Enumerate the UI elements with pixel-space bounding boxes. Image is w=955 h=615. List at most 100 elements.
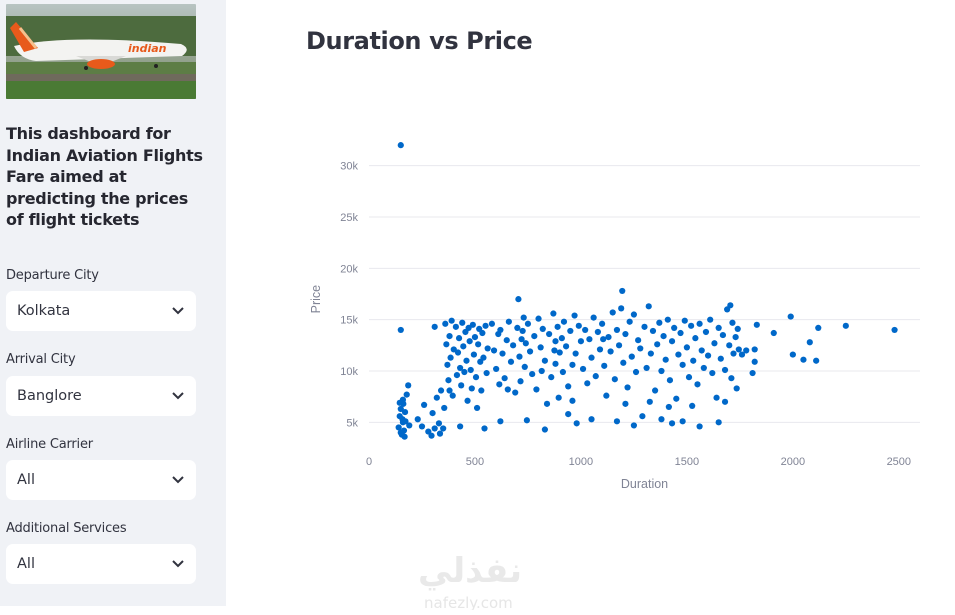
- scatter-point: [459, 319, 466, 326]
- chart-title: Duration vs Price: [306, 27, 533, 55]
- scatter-point: [437, 387, 445, 394]
- scatter-point: [479, 329, 486, 337]
- scatter-point: [694, 381, 701, 388]
- scatter-point: [521, 363, 528, 370]
- scatter-point: [596, 346, 604, 353]
- scatter-point: [516, 353, 523, 360]
- scatter-point: [800, 356, 807, 363]
- scatter-point: [569, 361, 576, 368]
- airline-carrier-select[interactable]: All: [6, 460, 196, 500]
- scatter-point: [611, 376, 618, 383]
- chevron-down-icon: [171, 473, 185, 487]
- x-tick-label: 0: [366, 456, 372, 468]
- scatter-point: [520, 314, 527, 321]
- scatter-point: [639, 413, 646, 420]
- scatter-point: [609, 309, 616, 316]
- arrival-city-value: Banglore: [17, 388, 82, 404]
- scatter-point: [533, 386, 540, 393]
- scatter-point: [548, 374, 555, 381]
- dashboard-description: This dashboard for Indian Aviation Fligh…: [6, 124, 203, 230]
- scatter-point: [815, 324, 822, 331]
- scatter-point: [464, 397, 471, 404]
- scatter-point: [673, 395, 680, 402]
- scatter-point: [556, 349, 563, 356]
- scatter-point: [709, 369, 716, 377]
- svg-text:nafezly.com: nafezly.com: [424, 594, 513, 610]
- scatter-point: [535, 315, 542, 322]
- x-tick-label: 500: [466, 456, 484, 468]
- scatter-point: [429, 409, 436, 417]
- y-tick-label: 15k: [340, 315, 358, 327]
- scatter-point: [600, 336, 607, 343]
- scatter-point: [711, 340, 718, 347]
- arrival-city-select[interactable]: Banglore: [6, 376, 196, 416]
- scatter-point: [622, 330, 629, 338]
- scatter-point: [646, 398, 653, 405]
- scatter-point: [637, 345, 644, 352]
- scatter-point: [414, 416, 421, 423]
- duration-price-scatter-chart: 5k 10k 15k 20k 25k 30k 0 500 1000 1500 2000 2500 Dur…: [309, 142, 920, 491]
- scatter-point: [522, 340, 529, 347]
- airline-carrier-label: Airline Carrier: [6, 437, 93, 452]
- scatter-point: [751, 358, 758, 365]
- scatter-point: [449, 392, 456, 399]
- scatter-point: [519, 327, 526, 335]
- chevron-down-icon: [171, 304, 185, 318]
- scatter-point: [484, 345, 491, 352]
- scatter-point: [537, 344, 544, 351]
- departure-city-select[interactable]: Kolkata: [6, 291, 196, 331]
- scatter-point: [503, 337, 510, 344]
- scatter-point: [586, 336, 593, 343]
- scatter-point: [504, 386, 511, 393]
- scatter-point: [641, 323, 648, 330]
- scatter-point: [734, 325, 741, 333]
- scatter-point: [433, 394, 440, 401]
- scatter-point: [601, 362, 608, 369]
- scatter-point: [448, 317, 455, 324]
- scatter-point: [517, 378, 524, 385]
- y-tick-label: 20k: [340, 263, 358, 275]
- scatter-point: [603, 392, 610, 399]
- scatter-point: [721, 398, 729, 405]
- scatter-point: [493, 365, 500, 373]
- scatter-point: [523, 417, 530, 424]
- nafezly-logo: نفذلي nafezly.com: [418, 548, 538, 615]
- scatter-point: [671, 324, 678, 331]
- scatter-point: [622, 400, 629, 407]
- scatter-point: [431, 323, 438, 330]
- scatter-point: [675, 351, 682, 358]
- scatter-point: [463, 357, 470, 364]
- scatter-point: [480, 354, 487, 361]
- scatter-point: [721, 366, 729, 374]
- scatter-point: [401, 433, 408, 440]
- scatter-point: [514, 324, 521, 331]
- scatter-point: [635, 337, 642, 344]
- scatter-point: [512, 389, 519, 396]
- scatter-point: [552, 360, 559, 367]
- chevron-down-icon: [171, 557, 185, 571]
- scatter-point: [550, 310, 557, 317]
- scatter-point: [626, 318, 633, 325]
- scatter-point: [518, 336, 525, 343]
- additional-services-label: Additional Services: [6, 521, 127, 536]
- scatter-point: [696, 320, 703, 327]
- scatter-point: [749, 369, 756, 377]
- airline-carrier-value: All: [17, 472, 35, 488]
- scatter-point: [501, 375, 508, 382]
- scatter-point: [529, 370, 536, 378]
- scatter-point: [421, 401, 428, 408]
- scatter-point: [666, 377, 674, 384]
- scatter-point: [569, 397, 576, 404]
- additional-services-select[interactable]: All: [6, 544, 196, 584]
- scatter-point: [510, 342, 517, 349]
- scatter-point: [696, 423, 703, 430]
- scatter-point: [770, 329, 777, 337]
- scatter-point: [891, 326, 898, 334]
- scatter-point: [656, 319, 663, 326]
- scatter-point: [560, 318, 568, 325]
- scatter-point: [733, 385, 740, 392]
- scatter-point: [668, 338, 676, 345]
- scatter-point: [842, 322, 849, 329]
- departure-city-value: Kolkata: [17, 303, 71, 319]
- scatter-point: [654, 341, 661, 348]
